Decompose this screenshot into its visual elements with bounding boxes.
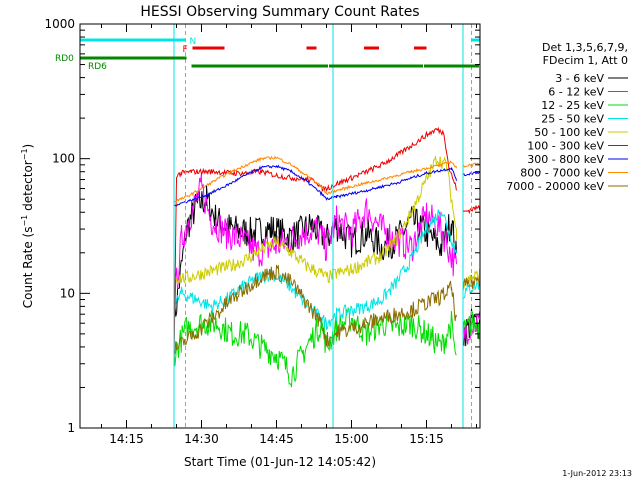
flag-label-f: F: [183, 45, 188, 55]
y-axis-label-sup1: −1: [20, 215, 29, 227]
y-tick-label-4: 1000: [44, 17, 75, 31]
series-layer: [173, 126, 480, 388]
legend-label-6: 100 - 300 keV: [527, 140, 604, 153]
y-tick-label-1: 1: [67, 421, 75, 435]
x-tick-label-5: 15:15: [409, 432, 444, 446]
y-axis-label-end: ): [21, 144, 35, 149]
plot-frame: [79, 23, 481, 429]
legend-label-7: 300 - 800 keV: [527, 153, 604, 166]
series-line-2-continued: [462, 311, 480, 345]
series-line-9: [173, 264, 457, 354]
series-line-5: [173, 155, 457, 286]
legend-label-3: 12 - 25 keV: [541, 99, 604, 112]
chart-title: HESSI Observing Summary Count Rates: [140, 4, 419, 20]
series-line-4-continued: [462, 278, 480, 299]
series-line-7: [173, 164, 457, 207]
y-tick-label-3: 100: [52, 152, 75, 166]
series-line-6-continued: [462, 204, 480, 215]
x-tick-label-2: 14:30: [184, 432, 219, 446]
flag-label-n: N: [190, 37, 197, 47]
y-axis-label-mid: detector: [21, 160, 35, 215]
y-axis-label-main: Count Rate (s: [21, 227, 35, 309]
legend-header-line-2: FDecim 1, Att 0: [543, 54, 628, 67]
legend-label-4: 25 - 50 keV: [541, 113, 604, 126]
legend-header-line-1: Det 1,3,5,6,7,9,: [542, 41, 628, 54]
series-line-1-continued: [462, 308, 480, 347]
x-tick-label-3: 14:45: [259, 432, 294, 446]
series-line-1: [173, 185, 457, 340]
legend-label-9: 7000 - 20000 keV: [506, 180, 604, 193]
legend-label-5: 50 - 100 keV: [534, 126, 604, 139]
x-tick-label-4: 15:00: [334, 432, 369, 446]
series-line-8: [173, 155, 457, 203]
axes-layer: 14:15 14:30 14:45 15:00 15:15 1 10 100 1000: [44, 17, 480, 446]
legend-label-1: 3 - 6 keV: [555, 72, 604, 85]
flag-label-rd6: RD6: [88, 62, 107, 72]
series-line-9-continued: [462, 274, 480, 292]
x-axis-label: Start Time (01-Jun-12 14:05:42): [184, 455, 376, 469]
series-line-5-continued: [462, 269, 480, 289]
series-line-8-continued: [462, 162, 480, 168]
x-tick-label-1: 14:15: [109, 432, 144, 446]
y-axis-label-sup2: −1: [20, 148, 29, 160]
legend-label-8: 800 - 7000 keV: [520, 167, 604, 180]
legend-label-2: 6 - 12 keV: [548, 86, 604, 99]
flag-label-rd0: RD0: [55, 54, 74, 64]
flags-layer: NF RD0 RD6: [55, 24, 480, 428]
series-line-7-continued: [462, 171, 480, 177]
y-tick-label-2: 10: [60, 286, 75, 300]
y-axis-label: Count Rate (s−1 detector−1): [20, 144, 35, 308]
series-line-2: [173, 173, 457, 318]
footer-timestamp: 1-Jun-2012 23:13: [562, 469, 632, 478]
series-line-3-continued: [462, 311, 480, 340]
